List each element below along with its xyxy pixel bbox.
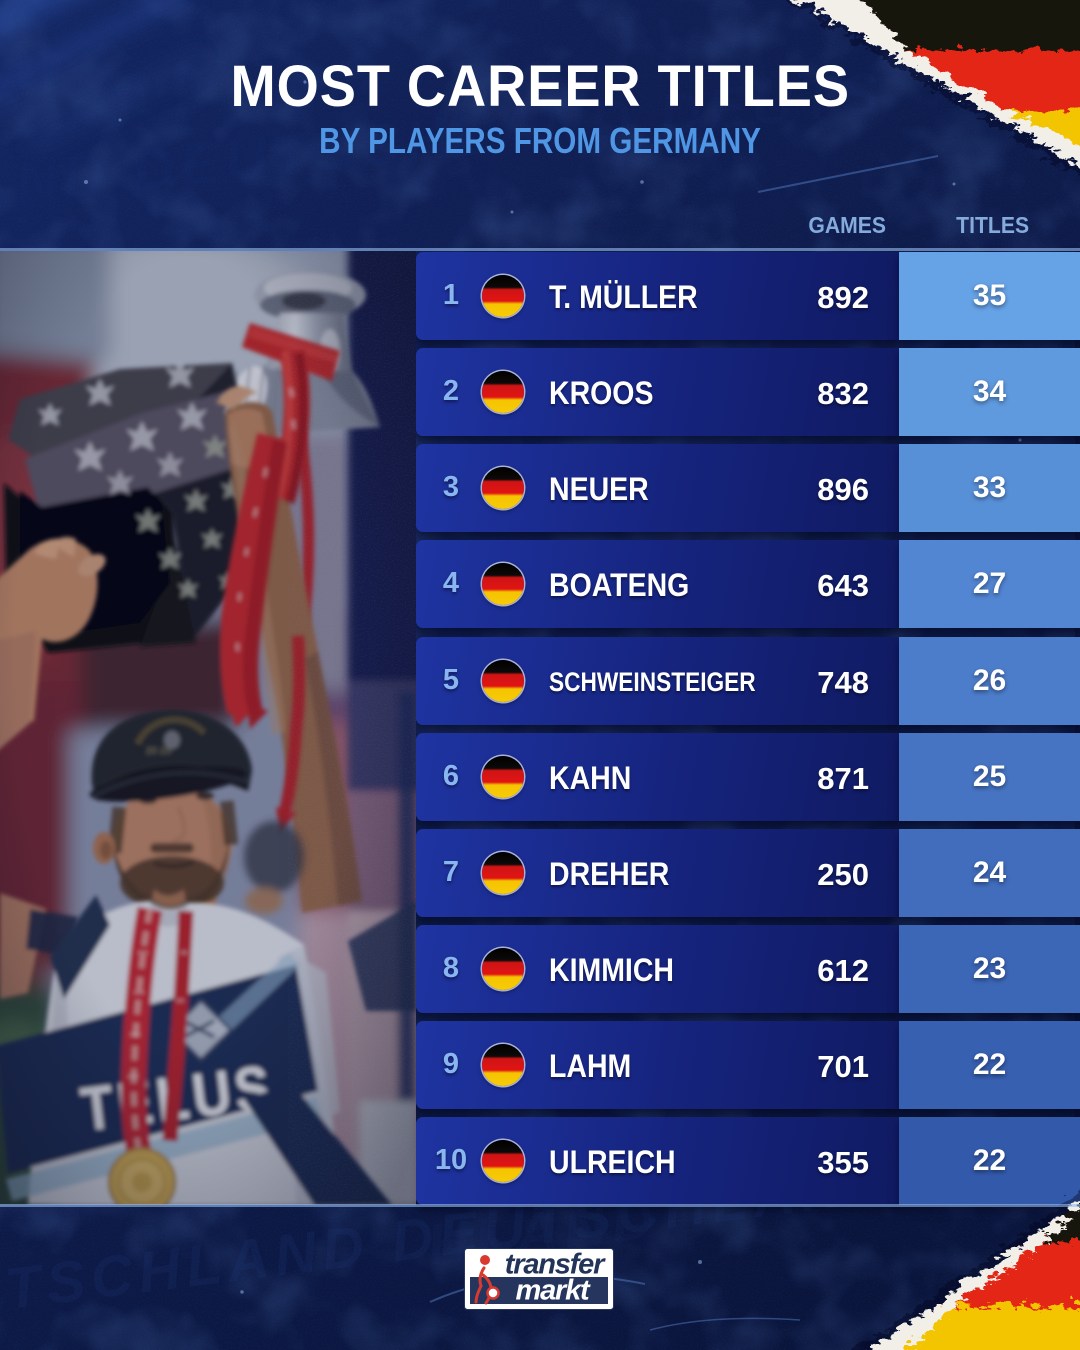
svg-text:markt: markt: [516, 1275, 592, 1307]
svg-text:transfer: transfer: [505, 1249, 606, 1281]
